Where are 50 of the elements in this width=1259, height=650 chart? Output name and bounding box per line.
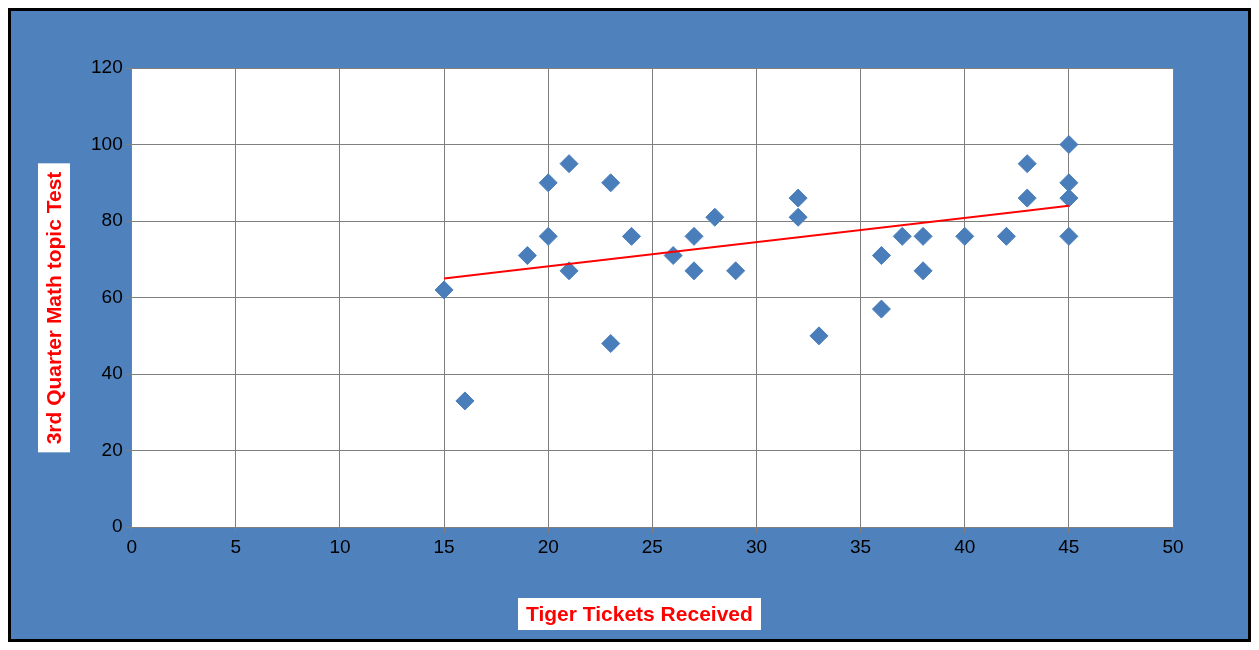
point <box>538 226 558 246</box>
point <box>955 226 975 246</box>
point <box>517 246 537 266</box>
x-axis-title: Tiger Tickets Received <box>518 598 761 630</box>
point <box>913 261 933 281</box>
point <box>1059 226 1079 246</box>
point <box>434 280 454 300</box>
point <box>726 261 746 281</box>
y-tick-label: 100 <box>91 132 123 154</box>
point <box>601 334 621 354</box>
point <box>684 226 704 246</box>
point <box>705 207 725 227</box>
point <box>622 226 642 246</box>
point <box>559 261 579 281</box>
point <box>892 226 912 246</box>
y-tick-label: 0 <box>112 515 123 537</box>
y-axis-title: 3rd Quarter Math topic Test <box>38 163 70 453</box>
point <box>538 173 558 193</box>
x-tick-label: 15 <box>433 535 455 557</box>
y-tick-label: 40 <box>101 362 123 384</box>
y-tick-label: 60 <box>101 285 123 307</box>
y-tick-label: 120 <box>91 56 123 78</box>
x-tick-label: 20 <box>537 535 559 557</box>
point <box>913 226 933 246</box>
x-tick-label: 0 <box>126 535 137 557</box>
x-tick-label: 45 <box>1058 535 1080 557</box>
point <box>455 391 475 411</box>
point <box>1059 188 1079 208</box>
x-tick-label: 30 <box>745 535 768 557</box>
x-tick-label: 35 <box>850 535 872 557</box>
point <box>809 326 829 346</box>
point <box>871 246 891 266</box>
point <box>601 173 621 193</box>
point <box>1017 154 1037 174</box>
x-tick-label: 50 <box>1162 535 1184 557</box>
point <box>788 207 808 227</box>
point <box>996 226 1016 246</box>
point <box>788 188 808 208</box>
x-tick-label: 40 <box>954 535 976 557</box>
y-tick-label: 20 <box>101 438 123 460</box>
x-tick-label: 5 <box>230 535 242 557</box>
point <box>559 154 579 174</box>
x-tick-label: 10 <box>329 535 351 557</box>
point <box>1017 188 1037 208</box>
point <box>1059 135 1079 155</box>
point <box>684 261 704 281</box>
y-tick-label: 80 <box>101 209 123 231</box>
point <box>871 299 891 319</box>
point <box>1059 173 1079 193</box>
x-tick-label: 25 <box>641 535 663 557</box>
